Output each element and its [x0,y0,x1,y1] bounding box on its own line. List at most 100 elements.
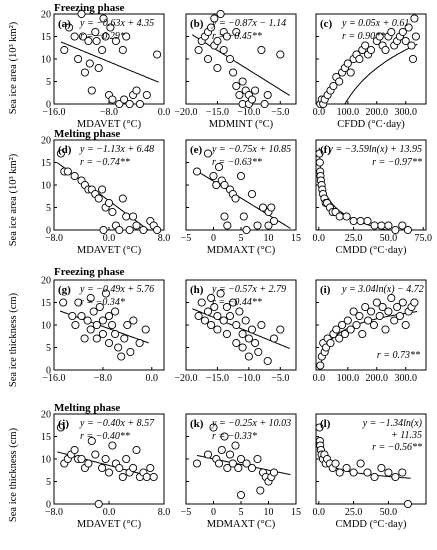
data-point [355,54,364,64]
y-tick-label: 5 [46,343,51,354]
data-point [352,320,361,330]
data-point [213,311,222,321]
data-point [87,436,96,446]
x-axis-label: CMDD (°C·day) [336,519,407,530]
data-point [153,50,162,59]
y-tick-label: 15 [41,432,51,443]
data-point [232,81,241,91]
data-point [343,316,352,325]
correlation-coefficient: r = −0.45** [212,31,262,42]
x-tick-label: 5 [239,233,244,244]
data-point [390,316,399,325]
data-point [200,316,209,325]
data-point [91,450,100,459]
data-point [315,149,324,158]
data-point [223,221,232,230]
x-tick-label: 75.0 [414,233,432,244]
data-point [117,352,126,361]
data-point [125,99,134,109]
data-point [122,32,131,41]
data-point [101,32,110,41]
panel-label: (k) [190,418,204,430]
data-point [366,45,376,55]
data-point [94,194,103,203]
data-point [356,459,365,468]
correlation-coefficient: r = −0.40** [80,431,130,442]
data-point [404,23,413,32]
data-point [234,463,243,473]
data-point [120,334,129,343]
data-point [222,329,231,339]
panel-label: (i) [320,284,331,296]
data-point [80,68,89,77]
data-point [387,27,396,37]
data-point [141,325,150,334]
data-point [85,59,94,68]
data-point [263,90,272,100]
panel-g: 0 5 10 15 20 −16.0 −8.0 0.0 (g) y = −0.49x + 5.76… [41,276,165,384]
data-point [236,171,246,181]
data-point [120,95,129,104]
data-point [132,221,141,230]
x-axis-label: MDMAXT (°C) [207,245,276,256]
data-point [77,311,86,321]
data-point [203,54,213,64]
data-point [398,468,407,477]
correlation-coefficient: r = −0.56** [372,442,422,453]
data-point [391,225,400,235]
x-tick-label: 25.0 [345,507,363,518]
data-point [91,27,100,37]
x-axis-label: CFDD (°C·day) [337,119,405,130]
data-point [361,302,370,312]
data-point [63,167,72,176]
x-tick-label: −10.0 [237,107,260,118]
data-point [92,36,101,46]
correlation-coefficient: r = −0.63** [212,157,262,168]
data-point [84,459,93,468]
data-point [209,171,218,181]
data-point [247,325,257,334]
data-point [235,90,244,100]
correlation-coefficient: r = −0.44** [212,297,262,308]
data-point [135,338,144,348]
regression-equation: y = −1.34ln(x) [362,418,423,429]
x-tick-label: 8.0 [158,507,171,518]
y-tick-label: 5 [46,77,51,88]
panel-a: 0 5 10 15 20 −16.0 −8.0 0.0 MDAVET (°C) (a) y = −0… [41,10,170,131]
data-point [403,499,412,509]
data-point [126,347,135,357]
data-point [247,189,257,199]
data-point [247,463,257,473]
data-point [356,216,365,226]
data-point [375,311,384,321]
data-point [95,302,104,312]
data-point [118,472,127,482]
x-axis-label: MDAVET (°C) [77,245,142,256]
regression-equation: y = −0.49x + 5.76 [79,284,154,295]
x-tick-label: 0.0 [313,373,326,384]
x-tick-label: −5 [181,507,192,518]
y-tick-label: 0 [46,500,51,511]
panel-j: 0 5 10 15 20 −8.0 0.0 8.0 MDAVET (°C) (j) y = −0.4… [41,410,170,531]
y-tick-label: 0 [46,226,51,237]
x-tick-label: 10 [264,233,274,244]
data-point [254,347,263,357]
data-point [332,325,341,334]
data-point [316,361,325,370]
data-point [251,338,260,348]
data-point [213,325,222,334]
data-point [86,293,95,303]
data-point [235,307,244,316]
data-point [276,325,285,334]
data-point [253,221,262,230]
data-point [369,320,378,330]
y-axis-label-row4: Sea ice thickness (cm) [8,427,19,522]
data-point [366,307,376,316]
data-point [315,158,324,167]
x-tick-label: 100.0 [337,373,360,384]
data-point [269,334,279,343]
data-point [346,325,355,334]
regression-equation: y = 3.04ln(x) − 4.72 [341,284,424,295]
data-point [251,86,260,95]
